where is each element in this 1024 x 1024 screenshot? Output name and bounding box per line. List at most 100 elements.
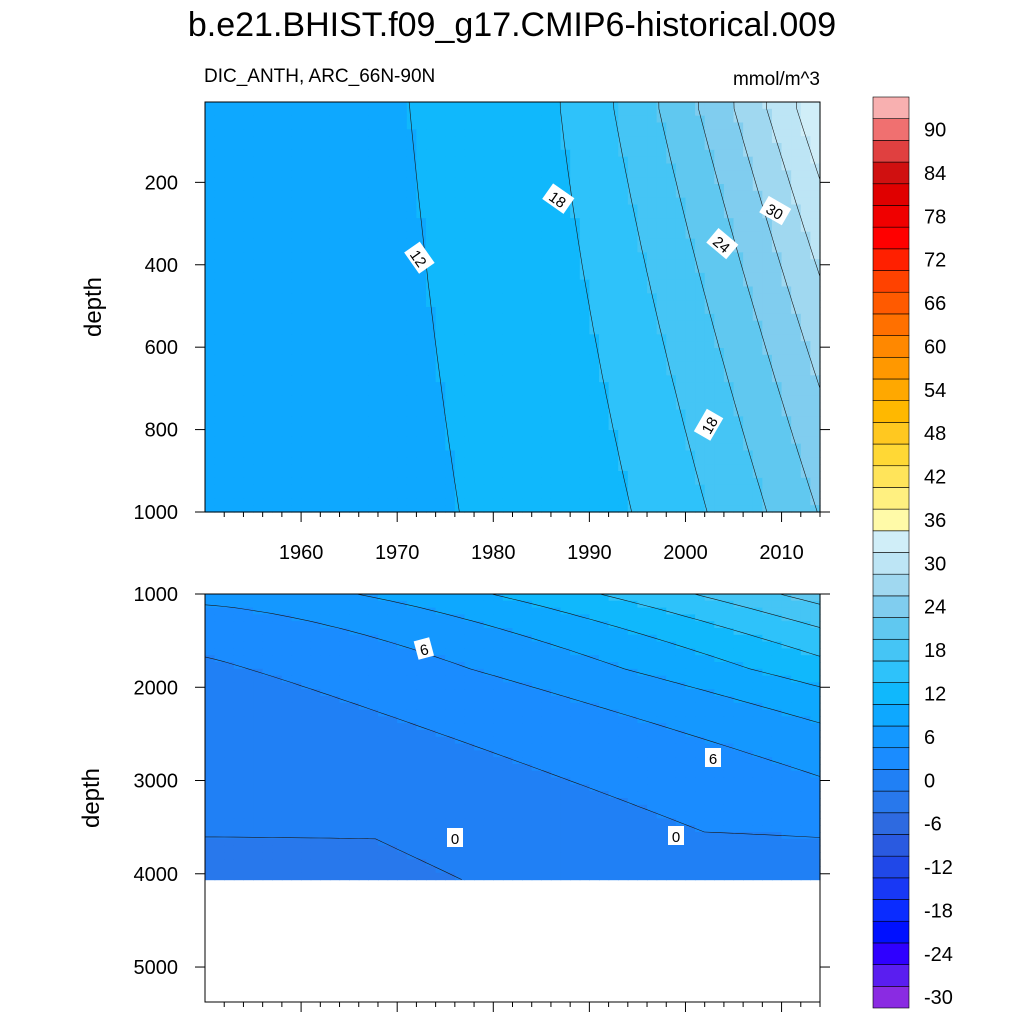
contour-cell bbox=[464, 129, 475, 137]
contour-cell bbox=[358, 628, 369, 636]
contour-cell bbox=[474, 477, 485, 486]
contour-cell bbox=[810, 184, 821, 192]
contour-cell bbox=[233, 293, 245, 301]
contour-cell bbox=[589, 108, 600, 117]
contour-cell bbox=[618, 170, 629, 178]
contour-cell bbox=[560, 395, 571, 404]
contour-cell bbox=[560, 307, 571, 315]
contour-cell bbox=[262, 416, 273, 424]
contour-cell bbox=[598, 334, 610, 342]
contour-cell bbox=[762, 662, 773, 670]
contour-cell bbox=[752, 170, 763, 178]
contour-cell bbox=[253, 143, 264, 151]
contour-cell bbox=[704, 320, 715, 329]
contour-cell bbox=[647, 607, 658, 615]
contour-cell bbox=[377, 416, 389, 424]
contour-cell bbox=[281, 423, 293, 431]
contour-cell bbox=[483, 594, 494, 602]
contour-cell bbox=[329, 675, 341, 683]
contour-cell bbox=[656, 641, 667, 649]
contour-cell bbox=[406, 498, 418, 506]
contour-cell bbox=[397, 382, 408, 390]
contour-cell bbox=[550, 149, 562, 158]
contour-cell bbox=[560, 655, 571, 663]
contour-cell bbox=[550, 115, 562, 124]
contour-cell bbox=[723, 293, 735, 301]
contour-cell bbox=[675, 225, 687, 233]
contour-cell bbox=[589, 170, 600, 178]
contour-cell bbox=[397, 471, 408, 479]
contour-cell bbox=[675, 416, 687, 424]
contour-cell bbox=[464, 416, 475, 424]
contour-cell bbox=[637, 143, 648, 151]
contour-cell bbox=[377, 498, 389, 506]
contour-cell bbox=[291, 334, 302, 342]
contour-cell bbox=[714, 675, 725, 683]
contour-cell bbox=[541, 498, 552, 506]
contour-cell bbox=[531, 197, 542, 206]
contour-cell bbox=[685, 457, 696, 465]
contour-cell bbox=[214, 149, 225, 158]
contour-cell bbox=[253, 689, 264, 697]
contour-cell bbox=[339, 286, 350, 294]
contour-cell bbox=[493, 709, 504, 717]
contour-cell bbox=[243, 115, 254, 124]
contour-cell bbox=[541, 382, 552, 390]
contour-cell bbox=[771, 115, 783, 124]
contour-cell bbox=[810, 225, 821, 233]
contour-cell bbox=[800, 614, 811, 622]
contour-cell bbox=[205, 231, 216, 240]
contour-cell bbox=[656, 211, 667, 219]
contour-cell bbox=[291, 307, 302, 315]
contour-cell bbox=[224, 668, 235, 677]
contour-cell bbox=[253, 259, 264, 267]
contour-cell bbox=[743, 614, 754, 622]
contour-cell bbox=[426, 389, 437, 397]
contour-cell bbox=[445, 709, 456, 717]
contour-cell bbox=[627, 702, 639, 711]
contour-cell bbox=[320, 156, 331, 165]
contour-cell bbox=[454, 184, 466, 192]
contour-cell bbox=[262, 375, 273, 383]
contour-cell bbox=[291, 115, 302, 124]
contour-cell bbox=[426, 184, 437, 192]
contour-cell bbox=[224, 628, 235, 636]
contour-cell bbox=[464, 498, 475, 506]
contour-cell bbox=[224, 320, 235, 329]
contour-cell bbox=[656, 614, 667, 622]
contour-cell bbox=[329, 430, 341, 438]
contour-cell bbox=[339, 436, 350, 445]
contour-cell bbox=[262, 662, 273, 670]
contour-cell bbox=[454, 341, 466, 349]
contour-cell bbox=[426, 334, 437, 342]
contour-cell bbox=[656, 218, 667, 226]
contour-cell bbox=[406, 436, 418, 445]
contour-cell bbox=[666, 211, 677, 219]
contour-cell bbox=[560, 231, 571, 240]
contour-cell bbox=[224, 600, 235, 609]
contour-cell bbox=[762, 170, 773, 178]
contour-cell bbox=[723, 464, 735, 472]
contour-cell bbox=[685, 354, 696, 363]
contour-cell bbox=[291, 621, 302, 629]
contour-cell bbox=[243, 136, 254, 144]
contour-cell bbox=[560, 594, 571, 602]
contour-cell bbox=[570, 122, 581, 130]
contour-cell bbox=[762, 641, 773, 649]
contour-cell bbox=[714, 252, 725, 260]
contour-cell bbox=[695, 675, 706, 683]
contour-cell bbox=[426, 348, 437, 356]
contour-cell bbox=[454, 218, 466, 226]
contour-cell bbox=[541, 409, 552, 417]
contour-cell bbox=[685, 307, 696, 315]
contour-cell bbox=[243, 341, 254, 349]
contour-cell bbox=[762, 471, 773, 479]
contour-cell bbox=[598, 204, 610, 212]
contour-cell bbox=[579, 607, 590, 615]
contour-cell bbox=[301, 143, 312, 151]
contour-cell bbox=[666, 402, 677, 411]
contour-cell bbox=[397, 594, 408, 602]
contour-cell bbox=[656, 197, 667, 206]
contour-cell bbox=[512, 122, 523, 130]
contour-cell bbox=[618, 668, 629, 677]
